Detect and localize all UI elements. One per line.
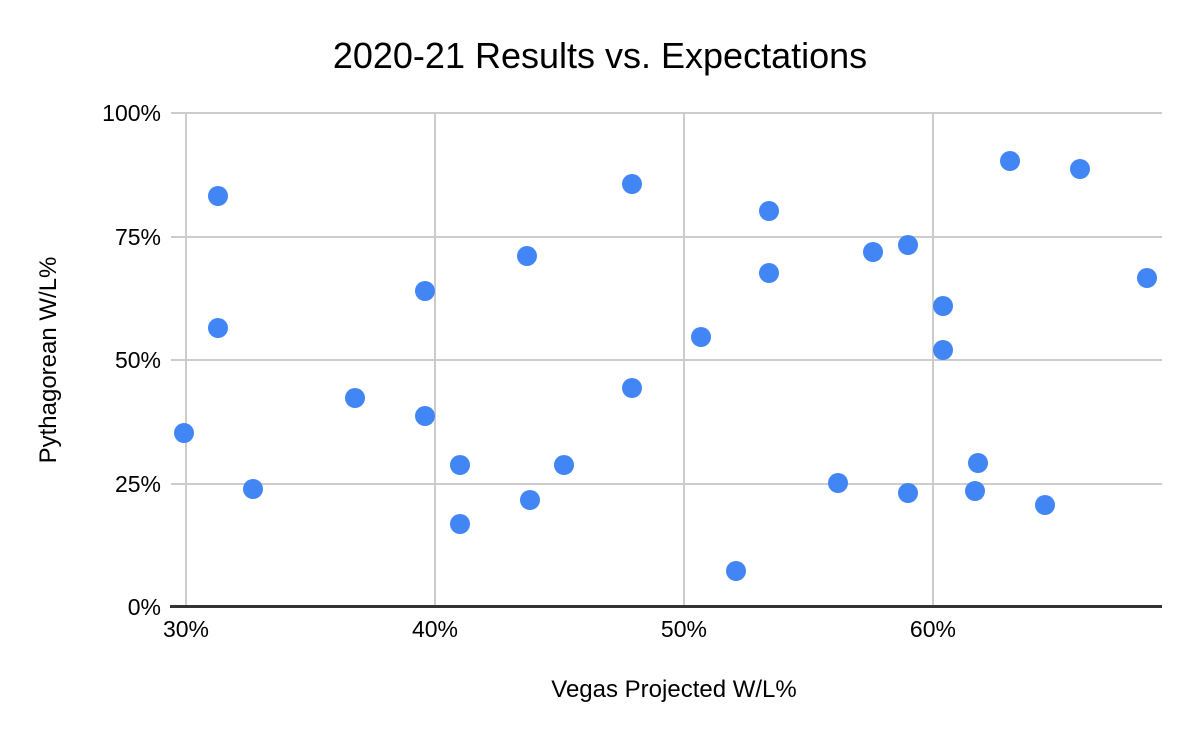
y-tick-label-0: 0% bbox=[127, 594, 161, 620]
data-point bbox=[965, 481, 986, 502]
data-point bbox=[758, 263, 779, 284]
data-point bbox=[863, 242, 884, 263]
y-tick-label-75: 75% bbox=[114, 223, 161, 250]
x-tick-label-40: 40% bbox=[411, 616, 458, 642]
data-point bbox=[691, 327, 712, 348]
data-point bbox=[1000, 150, 1021, 171]
data-point bbox=[898, 234, 919, 255]
y-gridline-75 bbox=[171, 235, 1162, 238]
y-gridline-25 bbox=[171, 482, 1162, 485]
data-point bbox=[554, 455, 575, 476]
data-point bbox=[208, 185, 229, 206]
data-point bbox=[415, 406, 436, 427]
data-point bbox=[243, 479, 264, 500]
data-point bbox=[449, 513, 470, 534]
data-point bbox=[621, 174, 642, 195]
y-gridline-50 bbox=[171, 359, 1162, 361]
x-tick-label-30: 30% bbox=[162, 616, 210, 642]
data-point bbox=[449, 455, 470, 476]
data-point bbox=[208, 318, 229, 339]
data-point bbox=[621, 378, 642, 399]
x-axis-title: Vegas Projected W/L% bbox=[551, 676, 797, 703]
y-tick-label-100: 100% bbox=[102, 100, 161, 126]
data-point bbox=[1034, 495, 1055, 516]
x-gridline-50 bbox=[682, 113, 685, 607]
data-point bbox=[1137, 267, 1158, 288]
data-point bbox=[726, 561, 747, 582]
chart-title: 2020-21 Results vs. Expectations bbox=[332, 35, 868, 76]
data-point bbox=[519, 490, 540, 511]
x-gridline-40 bbox=[433, 113, 436, 607]
data-point bbox=[173, 423, 194, 444]
x-gridline-30 bbox=[185, 113, 187, 607]
data-point bbox=[1069, 158, 1090, 179]
data-point bbox=[517, 246, 538, 267]
data-point bbox=[345, 388, 366, 409]
data-point bbox=[967, 453, 988, 474]
y-tick-label-50: 50% bbox=[114, 347, 161, 373]
data-point bbox=[898, 483, 919, 504]
data-point bbox=[415, 281, 436, 302]
x-tick-label-50: 50% bbox=[660, 616, 707, 642]
plot-area bbox=[171, 112, 1162, 607]
x-gridline-60 bbox=[931, 113, 934, 607]
data-point bbox=[828, 472, 849, 493]
data-point bbox=[758, 201, 779, 222]
x-tick-label-60: 60% bbox=[909, 616, 956, 642]
x-axis-line bbox=[170, 605, 1162, 608]
data-point bbox=[932, 340, 953, 361]
y-gridline-100 bbox=[171, 112, 1162, 114]
data-point bbox=[932, 296, 953, 317]
y-tick-label-25: 25% bbox=[114, 470, 161, 497]
